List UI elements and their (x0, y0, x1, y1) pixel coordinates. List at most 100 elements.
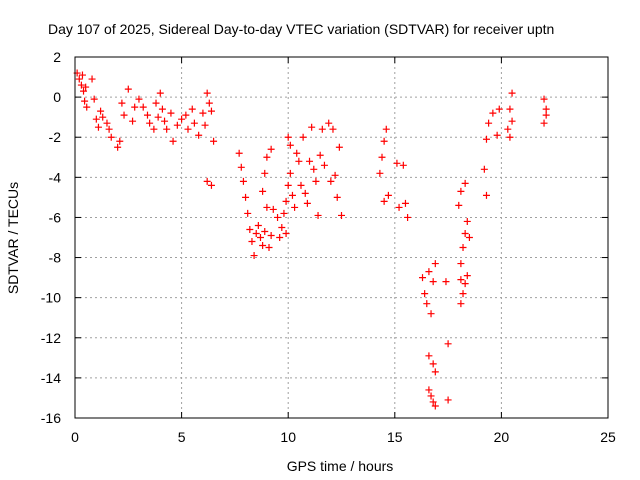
data-point (167, 109, 175, 117)
data-point (158, 105, 166, 113)
data-point (376, 169, 384, 177)
data-point (107, 133, 115, 141)
data-point (118, 99, 126, 107)
data-point (325, 119, 333, 127)
data-point (278, 223, 286, 231)
data-point (246, 225, 254, 233)
data-point (444, 340, 452, 348)
data-point (318, 125, 326, 133)
data-point (77, 81, 85, 89)
y-tick-label: -4 (49, 169, 62, 185)
data-point (425, 268, 433, 276)
data-point (399, 161, 407, 169)
data-point (465, 234, 473, 241)
data-point (92, 115, 100, 123)
data-point (244, 209, 252, 217)
x-tick-label: 15 (387, 429, 403, 445)
data-point (457, 187, 465, 195)
data-point (459, 290, 467, 298)
data-point (120, 111, 128, 119)
data-point (248, 238, 256, 246)
data-point (293, 149, 301, 157)
data-point (288, 191, 296, 199)
data-point (80, 87, 88, 95)
data-point (82, 83, 90, 91)
data-point (461, 179, 469, 187)
data-point (380, 197, 388, 205)
data-point (254, 221, 262, 229)
data-point (205, 99, 213, 107)
data-point (542, 111, 550, 119)
y-tick-label: -12 (41, 330, 61, 346)
data-point (485, 119, 493, 127)
data-point (182, 111, 190, 119)
data-point (252, 229, 260, 237)
data-point (335, 143, 343, 151)
data-point (429, 278, 437, 286)
y-tick-label: -2 (49, 129, 62, 145)
data-point (425, 352, 433, 360)
data-point (421, 290, 429, 298)
data-point (493, 131, 501, 139)
data-point (116, 137, 124, 145)
data-point (269, 205, 277, 213)
data-point (173, 121, 181, 129)
plot-frame (74, 56, 609, 419)
data-point (265, 244, 273, 252)
data-point (540, 95, 548, 103)
data-point (429, 360, 437, 368)
data-point (455, 201, 463, 209)
data-point (150, 125, 158, 133)
data-point (461, 280, 469, 288)
data-point (203, 89, 211, 97)
data-point (459, 244, 467, 252)
data-point (482, 135, 490, 143)
data-point (139, 103, 147, 111)
data-point (256, 234, 264, 241)
data-point (114, 143, 122, 151)
data-point (542, 105, 550, 113)
data-point (190, 119, 198, 127)
data-point (163, 125, 171, 133)
x-axis-title: GPS time / hours (287, 458, 394, 474)
data-point (382, 125, 390, 133)
data-point (284, 133, 292, 141)
data-point (237, 163, 245, 171)
data-point (263, 153, 271, 161)
data-point (308, 123, 316, 131)
data-point (404, 213, 412, 221)
y-tick-label: 2 (53, 49, 61, 65)
data-point (207, 181, 215, 189)
data-point (384, 191, 392, 199)
y-tick-label: -8 (49, 250, 62, 266)
data-point (333, 193, 341, 201)
data-point (210, 137, 218, 145)
data-point (301, 189, 309, 197)
y-axis-title: SDTVAR / TECUs (5, 182, 21, 294)
data-point (419, 274, 427, 282)
data-point (506, 105, 514, 113)
data-point (431, 402, 439, 410)
data-point (235, 149, 243, 157)
data-point (338, 211, 345, 219)
data-point (250, 252, 258, 260)
data-point (267, 145, 275, 153)
data-point (154, 113, 162, 121)
data-point (282, 229, 290, 237)
data-point (316, 151, 324, 159)
data-point (508, 117, 516, 125)
data-point (90, 95, 98, 103)
data-point (129, 117, 137, 125)
data-point (263, 203, 271, 211)
data-point (457, 276, 465, 284)
data-point (463, 272, 471, 280)
y-tick-label: -16 (41, 410, 61, 426)
data-point (261, 169, 269, 177)
data-point (320, 161, 328, 169)
data-point (267, 231, 275, 239)
data-point (242, 193, 250, 201)
data-point (207, 107, 215, 115)
data-point (259, 187, 267, 195)
data-point (156, 89, 164, 97)
